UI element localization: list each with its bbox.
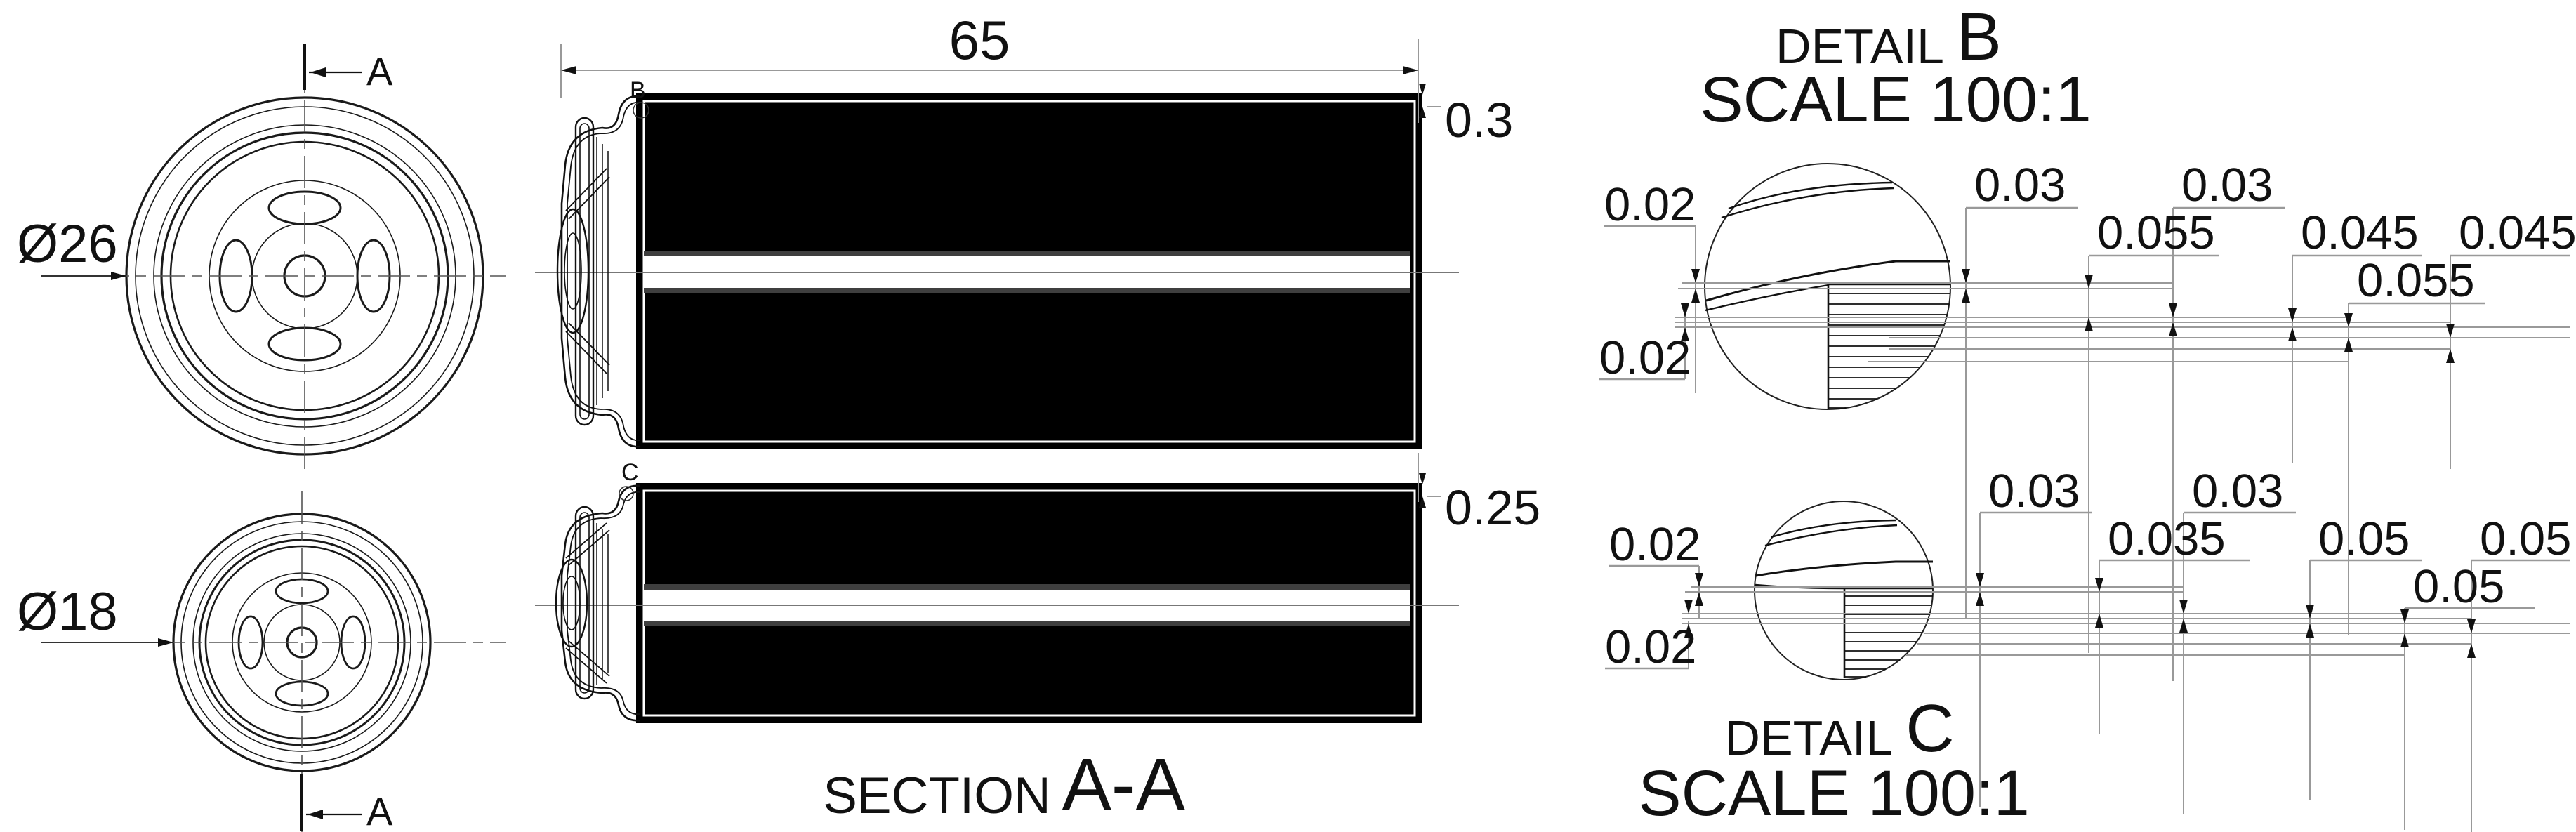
gap-dim-top: 0.3 <box>1445 93 1514 147</box>
cut-line-marks <box>300 44 362 831</box>
cut-marker-bottom: A <box>366 789 393 832</box>
detail-c-dim-right-5: 0.05 <box>2480 513 2572 565</box>
detail-c-view <box>1754 501 1934 680</box>
detail-c-prefix: DETAIL <box>1724 711 1894 765</box>
detail-marker-b: B <box>630 77 646 104</box>
detail-c-letter: C <box>1905 691 1955 766</box>
detail-b-boundary-arc <box>633 102 649 119</box>
cut-marker-top: A <box>366 49 393 93</box>
detail-b-scale: SCALE 100:1 <box>1700 64 2092 136</box>
detail-c-scale: SCALE 100:1 <box>1638 758 2030 829</box>
section-bottom-cap <box>555 484 641 722</box>
section-top-cap <box>556 95 649 448</box>
detail-marker-c: C <box>621 459 639 486</box>
gap-dim-bottom: 0.25 <box>1445 480 1541 535</box>
detail-c-boundary-arc <box>619 486 634 501</box>
detail-c-dim-right-2: 0.03 <box>2192 465 2284 517</box>
detail-c-dim-left-1: 0.02 <box>1609 518 1701 571</box>
section-title: SECTION A-A <box>807 748 1201 821</box>
section-top-unit <box>535 93 1459 449</box>
detail-b-ext-lines <box>1599 206 2570 681</box>
core-strip <box>644 288 1410 293</box>
section-title-prefix: SECTION <box>823 767 1051 824</box>
detail-c-dim-left-2: 0.02 <box>1605 621 1697 673</box>
core-strip <box>644 251 1410 256</box>
detail-c-dim-right-3: 0.035 <box>2108 513 2226 565</box>
arrowheads <box>111 66 2476 819</box>
detail-b-dim-right-1: 0.03 <box>1974 159 2066 211</box>
detail-c-title: DETAIL C <box>1671 691 2008 766</box>
detail-c-dim-right-1: 0.03 <box>1988 465 2080 517</box>
length-dim-label: 65 <box>949 9 1010 71</box>
detail-b-dim-right-5: 0.045 <box>2459 206 2576 259</box>
centerlines <box>41 44 506 832</box>
core-strip <box>644 584 1410 590</box>
detail-c-dim-right-6: 0.05 <box>2413 560 2505 613</box>
detail-c-dim-right-4: 0.05 <box>2318 513 2410 565</box>
core-strip <box>644 621 1410 626</box>
detail-b-view <box>1704 163 1951 410</box>
detail-b-letter: B <box>1956 0 2002 74</box>
detail-b-prefix: DETAIL <box>1776 19 1944 74</box>
diameter-label-top: Ø26 <box>17 214 118 274</box>
hatch-block-edges <box>1827 283 1950 409</box>
hatch-lines <box>1828 293 1950 409</box>
detail-b-dim-left-1: 0.02 <box>1604 178 1696 231</box>
dim-03-025-leaders <box>1418 106 1441 502</box>
detail-b-title: DETAIL B <box>1720 0 2057 74</box>
diameter-label-bottom: Ø18 <box>17 582 118 642</box>
hatch-block-edges <box>1843 587 1933 678</box>
section-bottom-unit <box>535 483 1459 723</box>
detail-b-dim-right-6: 0.055 <box>2357 254 2475 307</box>
section-title-name: A-A <box>1062 744 1185 826</box>
detail-b-dim-right-3: 0.055 <box>2097 206 2215 259</box>
detail-b-dim-left-2: 0.02 <box>1599 331 1691 384</box>
detail-b-dim-right-4: 0.045 <box>2301 206 2419 259</box>
dim-65 <box>560 39 1419 123</box>
detail-b-dim-right-2: 0.03 <box>2181 159 2273 211</box>
